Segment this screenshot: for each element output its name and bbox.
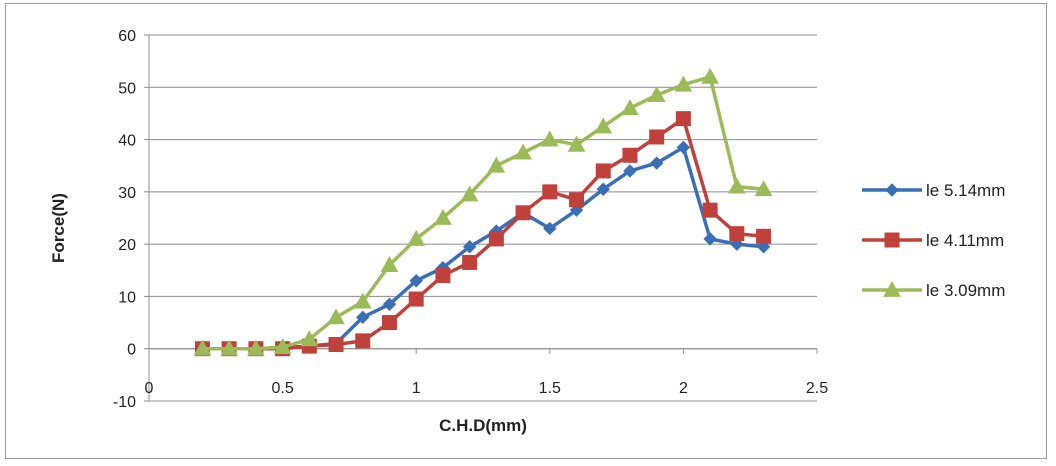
legend-marker-triangle — [883, 280, 901, 297]
data-point-triangle — [434, 208, 452, 225]
data-point-square — [381, 315, 397, 331]
x-tick-label: 0.5 — [271, 380, 293, 397]
data-point-square — [462, 254, 478, 270]
data-point-triangle — [220, 339, 239, 356]
data-point-square — [622, 147, 638, 163]
data-point-triangle — [594, 117, 613, 134]
data-point-square — [488, 231, 504, 247]
data-point-triangle — [247, 339, 265, 356]
y-axis-title: Force(N) — [49, 193, 68, 263]
legend-label: le 5.14mm — [926, 181, 1005, 200]
x-tick-label: 0 — [145, 380, 154, 397]
data-point-triangle — [273, 338, 292, 355]
series-diamond — [195, 140, 771, 356]
data-point-square — [702, 202, 718, 218]
data-point-triangle — [193, 339, 212, 356]
y-tick-label: 30 — [118, 185, 136, 202]
data-point-triangle — [514, 143, 532, 160]
x-tick-label: 2 — [679, 380, 688, 397]
legend-marker-diamond — [885, 183, 899, 197]
data-point-diamond — [356, 310, 370, 325]
legend-item: le 5.14mm — [862, 181, 1005, 200]
data-point-triangle — [540, 130, 559, 147]
y-tick-label: 10 — [118, 289, 136, 306]
data-point-diamond — [676, 140, 691, 155]
data-point-triangle — [300, 330, 319, 347]
legend-item: le 3.09mm — [862, 280, 1005, 300]
y-tick-label: 60 — [118, 28, 136, 45]
x-tick-label: 2.5 — [806, 380, 828, 397]
data-point-diamond — [462, 240, 477, 254]
data-point-square — [408, 291, 424, 307]
data-point-square — [756, 228, 772, 244]
data-point-square — [569, 192, 585, 208]
data-point-square — [595, 163, 611, 179]
data-point-triangle — [487, 156, 506, 173]
data-point-triangle — [621, 99, 639, 116]
data-point-diamond — [596, 182, 610, 196]
series-line — [202, 116, 764, 351]
data-point-diamond — [382, 297, 397, 311]
data-point-triangle — [380, 256, 399, 272]
data-point-triangle — [727, 177, 746, 194]
data-point-diamond — [649, 156, 664, 170]
data-point-square — [675, 111, 691, 127]
data-point-triangle — [674, 75, 693, 92]
data-point-triangle — [647, 86, 666, 103]
data-point-triangle — [460, 185, 479, 202]
data-point-square — [729, 226, 745, 242]
legend-label: le 3.09mm — [926, 281, 1005, 300]
y-tick-label: 0 — [127, 342, 136, 359]
data-point-square — [542, 184, 558, 200]
data-point-square — [355, 333, 371, 349]
chart-frame — [5, 3, 1047, 459]
x-axis-title: C.H.D(mm) — [439, 416, 527, 435]
x-tick-label: 1 — [412, 380, 421, 397]
data-point-square — [435, 268, 451, 284]
legend-item: le 4.11mm — [862, 231, 1004, 250]
series-triangle — [193, 67, 773, 356]
y-tick-label: -10 — [113, 394, 136, 411]
data-point-triangle — [327, 308, 345, 325]
data-point-square — [328, 337, 344, 353]
data-point-triangle — [701, 67, 719, 84]
data-point-triangle — [353, 292, 372, 309]
legend-label: le 4.11mm — [926, 231, 1004, 250]
data-point-triangle — [754, 180, 773, 197]
series-line — [202, 75, 764, 351]
y-tick-label: 40 — [118, 133, 136, 150]
data-point-square — [649, 129, 665, 145]
data-point-square — [515, 205, 531, 221]
series-square — [194, 111, 772, 357]
legend-marker-square — [884, 232, 900, 248]
data-point-diamond — [409, 274, 423, 288]
data-point-triangle — [407, 229, 426, 246]
legend: le 5.14mm le 4.11mm le 3.09mm — [862, 181, 1005, 300]
data-point-diamond — [543, 221, 557, 236]
series-lines — [193, 67, 773, 357]
data-point-diamond — [623, 164, 637, 178]
y-tick-label: 50 — [118, 80, 136, 97]
y-tick-label: 20 — [118, 237, 136, 254]
data-point-diamond — [703, 232, 717, 246]
x-tick-label: 1.5 — [539, 380, 561, 397]
data-point-triangle — [567, 135, 586, 152]
